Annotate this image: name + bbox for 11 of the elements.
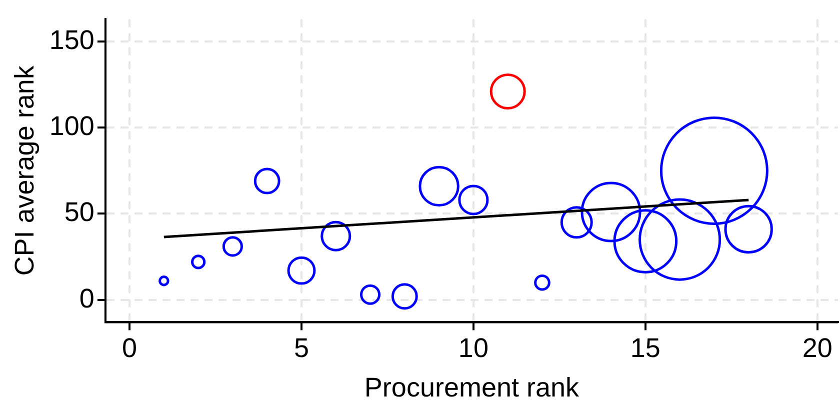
x-tick-label: 15 [630,332,660,363]
y-tick-label: 0 [79,283,94,314]
x-tick-label: 10 [458,332,488,363]
y-axis-title: CPI average rank [10,65,40,276]
x-tick-label: 0 [122,332,138,363]
x-axis-title: Procurement rank [364,372,580,402]
y-tick-label: 150 [49,25,94,56]
y-tick-label: 50 [64,197,94,228]
x-tick-label: 20 [802,332,832,363]
x-tick-label: 5 [294,332,309,363]
y-tick-label: 100 [49,111,94,142]
